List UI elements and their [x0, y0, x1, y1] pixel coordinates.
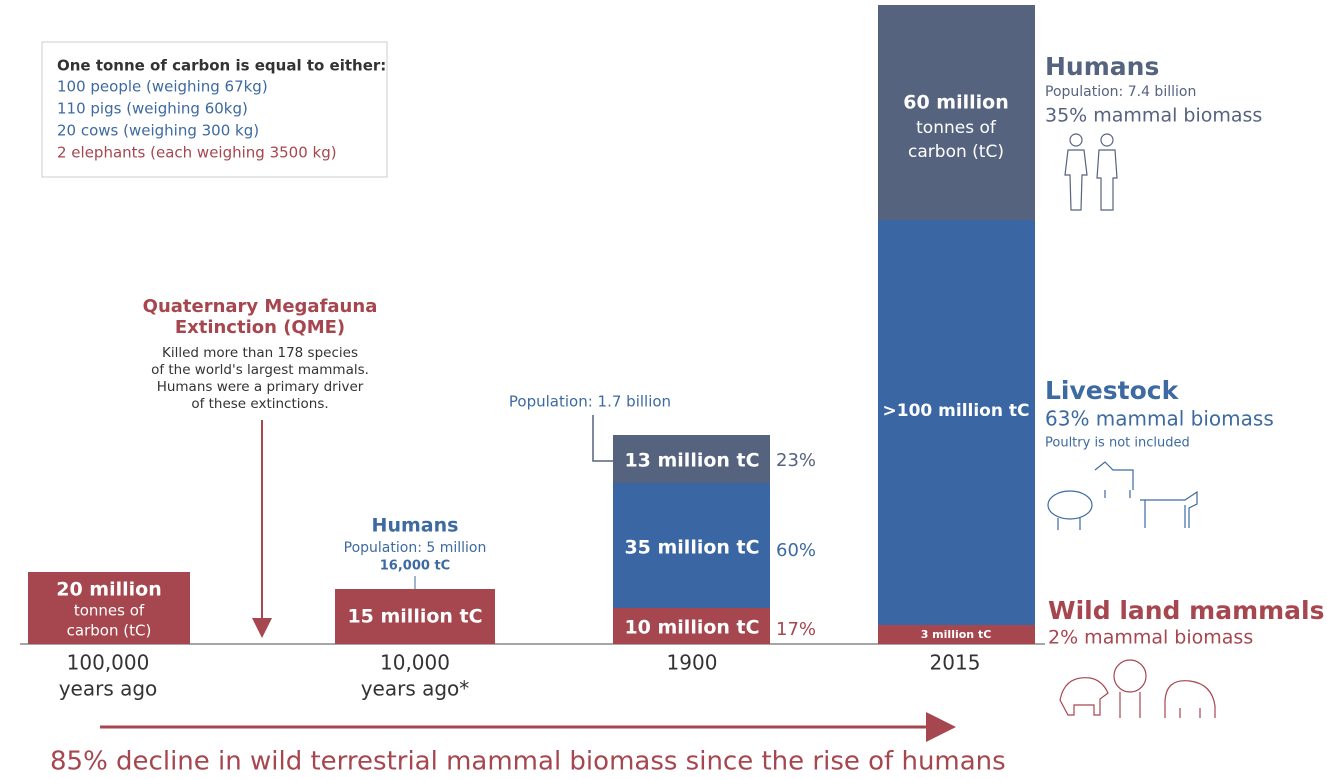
- bar-text: >100 million tC: [883, 401, 1030, 421]
- period-label: 10,000: [380, 651, 450, 675]
- bar-text: tonnes of: [74, 602, 145, 620]
- bar-text: 60 million: [903, 92, 1008, 114]
- legend-title: One tonne of carbon is equal to either:: [57, 57, 386, 75]
- qme-text: of these extinctions.: [191, 396, 328, 412]
- bar-humans: [613, 435, 770, 483]
- population: Population: 1.7 billion: [509, 393, 671, 411]
- share: 2% mammal biomass: [1048, 627, 1253, 649]
- population: Population: 7.4 billion: [1045, 84, 1196, 100]
- note: Poultry is not included: [1045, 436, 1190, 451]
- period-label: 1900: [667, 651, 718, 675]
- qme-text: Humans were a primary driver: [157, 379, 364, 395]
- period-label: 2015: [930, 651, 981, 675]
- share: 35% mammal biomass: [1045, 105, 1262, 127]
- bar-text: 35 million tC: [624, 537, 759, 559]
- qme-title: Quaternary Megafauna: [143, 296, 378, 317]
- share: 60%: [776, 540, 816, 561]
- legend-line: 2 elephants (each weighing 3500 kg): [57, 144, 337, 162]
- bar-text: 3 million tC: [921, 628, 992, 641]
- human-icons: [1064, 133, 1118, 211]
- bar-livestock: [878, 220, 1035, 625]
- bar-wild: [28, 572, 190, 644]
- group-name: Livestock: [1045, 376, 1180, 405]
- legend-line: 100 people (weighing 67kg): [57, 78, 268, 96]
- bar-wild: [878, 625, 1035, 644]
- bar-text: 13 million tC: [624, 450, 759, 472]
- share: 23%: [776, 450, 816, 471]
- legend-line: 110 pigs (weighing 60kg): [57, 100, 248, 118]
- footer: 85% decline in wild terrestrial mammal b…: [50, 747, 1006, 777]
- bar-livestock: [613, 483, 770, 608]
- period-label: years ago: [59, 677, 158, 701]
- share: 17%: [776, 619, 816, 640]
- legend-line: 20 cows (weighing 300 kg): [57, 122, 259, 140]
- wild-icons: [1059, 659, 1216, 718]
- qme-text: Killed more than 178 species: [162, 345, 358, 361]
- bar-wild: [335, 589, 495, 644]
- bar-text: 15 million tC: [347, 606, 482, 628]
- bar-wild: [613, 608, 770, 644]
- bar-text: 10 million tC: [624, 617, 759, 639]
- period-label: years ago*: [361, 677, 470, 701]
- human-mass: 16,000 tC: [380, 559, 450, 574]
- livestock-icons: [1047, 461, 1198, 530]
- period-label: 100,000: [67, 651, 150, 675]
- legend-box: [41, 41, 388, 178]
- qme-text: of the world's largest mammals.: [151, 362, 369, 378]
- population: Population: 5 million: [344, 540, 487, 556]
- bar-humans: [878, 5, 1035, 220]
- bar-text: carbon (tC): [67, 622, 152, 640]
- group-name: Humans: [372, 515, 459, 537]
- bar-text: 20 million: [56, 579, 161, 601]
- share: 63% mammal biomass: [1045, 407, 1274, 431]
- bar-text: carbon (tC): [908, 142, 1004, 162]
- qme-title: Extinction (QME): [175, 317, 345, 338]
- bar-text: tonnes of: [916, 118, 997, 138]
- group-name: Wild land mammals: [1048, 596, 1325, 625]
- connector: [592, 415, 613, 462]
- group-name: Humans: [1045, 52, 1159, 81]
